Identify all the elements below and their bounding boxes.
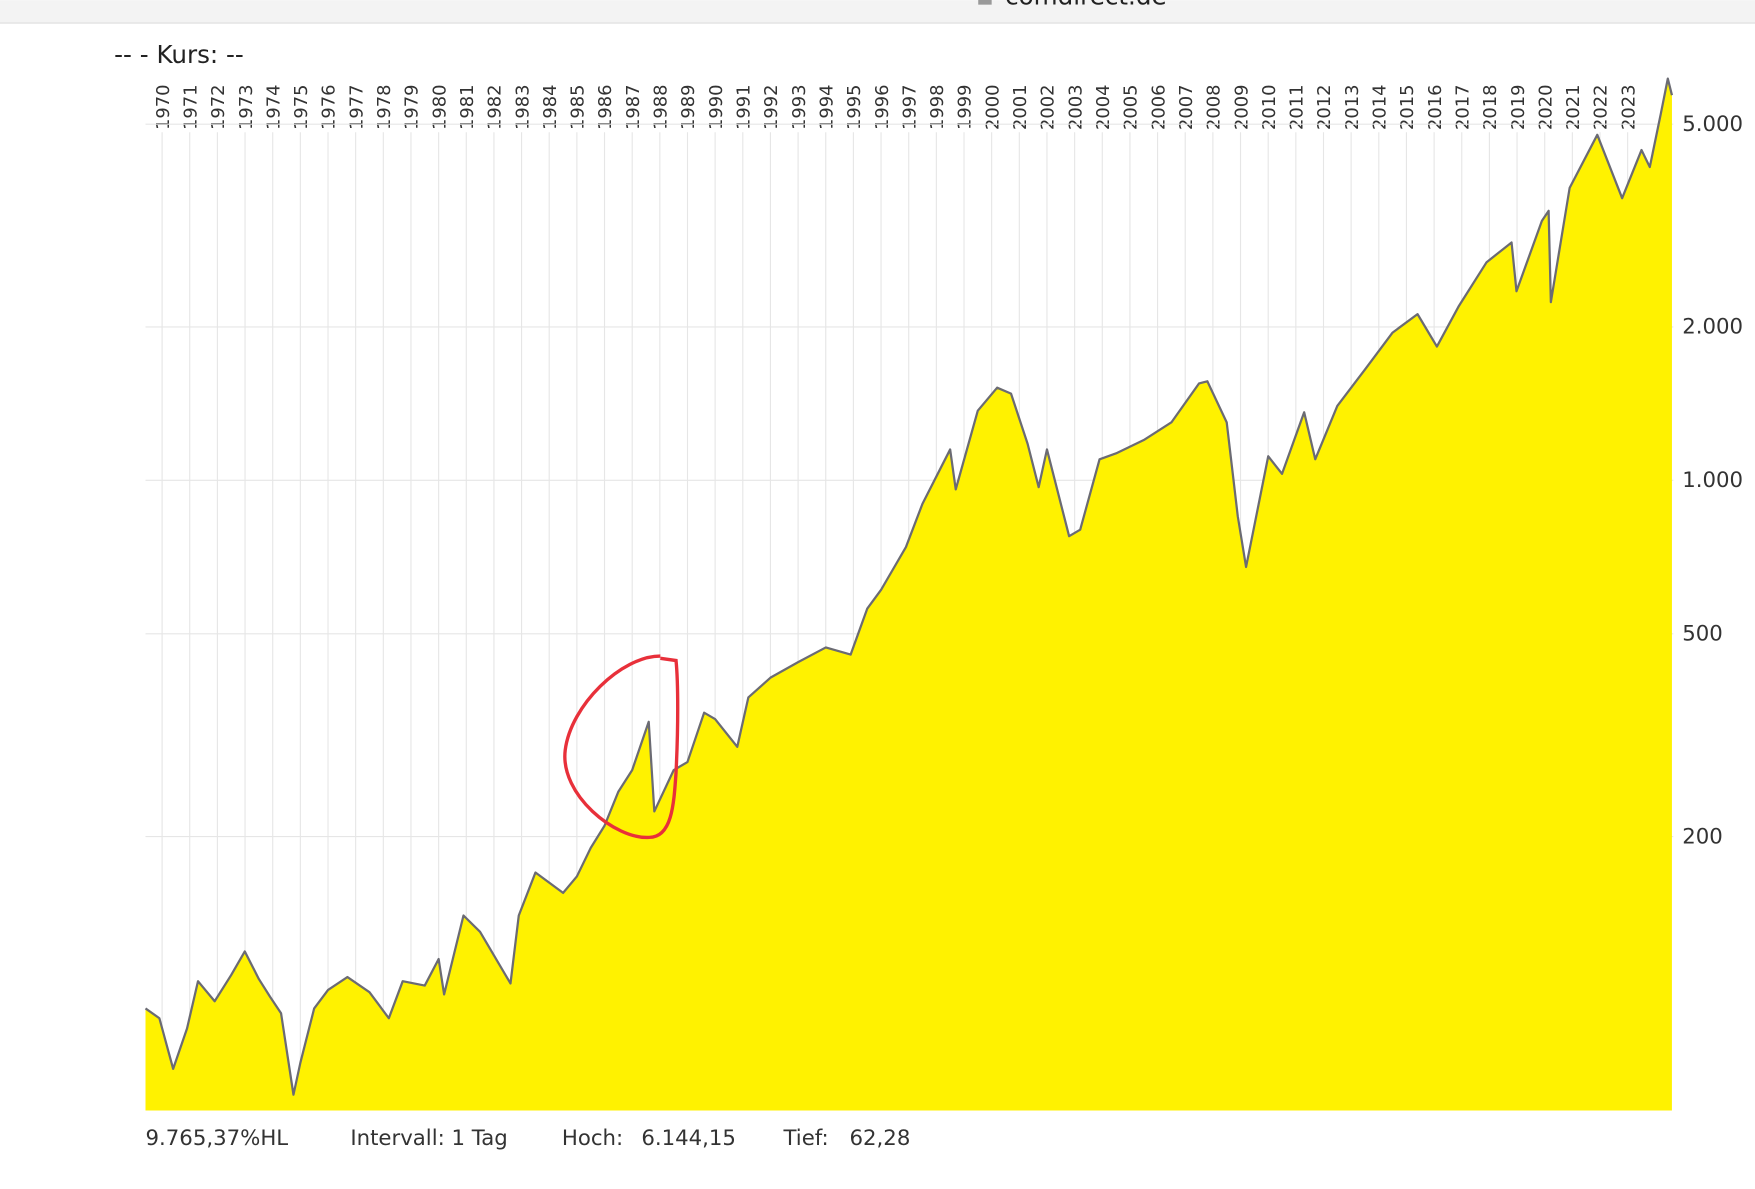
chart-title: -- - Kurs: -- — [114, 40, 244, 69]
x-tick-label: 1991 — [734, 84, 755, 130]
footer: 9.765,37%HL Intervall: 1 Tag Hoch: 6.144… — [146, 1126, 911, 1151]
x-tick-label: 1977 — [346, 84, 367, 130]
x-tick-label: 2018 — [1480, 84, 1501, 130]
x-tick-label: 2020 — [1535, 84, 1556, 130]
x-tick-label: 1997 — [899, 84, 920, 130]
x-tick-label: 1993 — [789, 84, 810, 130]
x-tick-label: 2003 — [1065, 84, 1086, 130]
x-tick-label: 1989 — [678, 84, 699, 130]
y-tick-label: 200 — [1682, 824, 1723, 849]
x-tick-label: 2012 — [1314, 84, 1335, 130]
browser-bar — [0, 0, 1755, 23]
footer-low: 62,28 — [850, 1126, 911, 1151]
x-tick-label: 1983 — [512, 84, 533, 130]
x-tick-label: 1978 — [374, 84, 395, 130]
footer-range: 9.765,37%HL — [146, 1126, 289, 1151]
footer-low-label: Tief: — [782, 1126, 828, 1151]
x-tick-label: 1988 — [651, 84, 672, 130]
x-tick-label: 1979 — [402, 84, 423, 130]
x-tick-label: 2011 — [1287, 84, 1308, 130]
x-tick-label: 2010 — [1259, 84, 1280, 130]
x-tick-label: 2021 — [1563, 84, 1584, 130]
x-tick-label: 2002 — [1038, 84, 1059, 130]
x-tick-label: 1999 — [955, 84, 976, 130]
x-tick-label: 2013 — [1342, 84, 1363, 130]
site-icon — [978, 0, 992, 5]
x-tick-label: 1992 — [761, 84, 782, 130]
y-tick-label: 1.000 — [1682, 468, 1743, 493]
x-tick-label: 2004 — [1093, 84, 1114, 130]
x-tick-label: 1994 — [816, 84, 837, 130]
x-tick-label: 2008 — [1204, 84, 1225, 130]
x-tick-label: 1982 — [485, 84, 506, 130]
x-tick-label: 1976 — [319, 84, 340, 130]
site-url: comdirect.de — [1005, 0, 1167, 11]
footer-interval: Intervall: 1 Tag — [350, 1126, 507, 1151]
y-tick-label: 2.000 — [1682, 315, 1743, 340]
hand-annotation — [563, 654, 680, 840]
x-tick-label: 1974 — [263, 84, 284, 130]
x-tick-label: 1971 — [180, 84, 201, 130]
x-tick-label: 1987 — [623, 84, 644, 130]
x-tick-label: 1995 — [844, 84, 865, 130]
x-tick-label: 1984 — [540, 84, 561, 130]
x-tick-label: 1998 — [927, 84, 948, 130]
x-tick-label: 1996 — [872, 84, 893, 130]
area-fill — [145, 78, 1672, 1111]
footer-high: 6.144,15 — [641, 1126, 736, 1151]
x-tick-label: 2009 — [1231, 84, 1252, 130]
x-tick-label: 2000 — [982, 84, 1003, 130]
x-tick-label: 1990 — [706, 84, 727, 130]
x-tick-label: 1972 — [208, 84, 229, 130]
x-tick-label: 1986 — [595, 84, 616, 130]
x-tick-label: 2019 — [1508, 84, 1529, 130]
price-line — [144, 77, 1674, 1096]
plot: 1970 1971 1972 1973 1974 1975 1976 1977 1978 1979… — [144, 77, 1743, 1111]
x-tick-label: 1973 — [236, 84, 257, 130]
x-tick-label: 1985 — [568, 84, 589, 130]
x-tick-label: 2007 — [1176, 84, 1197, 130]
x-tick-label: 2015 — [1397, 84, 1418, 130]
x-tick-label: 2014 — [1370, 84, 1391, 130]
x-tick-label: 1975 — [291, 84, 312, 130]
x-tick-label: 1970 — [153, 84, 174, 130]
x-tick-label: 1980 — [429, 84, 450, 130]
x-tick-label: 2023 — [1618, 84, 1639, 130]
footer-high-label: Hoch: — [562, 1126, 623, 1151]
x-tick-label: 2017 — [1452, 84, 1473, 130]
y-tick-label: 5.000 — [1682, 112, 1743, 137]
x-tick-label: 2022 — [1591, 84, 1612, 130]
y-tick-label: 500 — [1682, 621, 1723, 646]
x-tick-label: 2016 — [1425, 84, 1446, 130]
x-tick-label: 2005 — [1121, 84, 1142, 130]
x-tick-label: 2001 — [1010, 84, 1031, 130]
x-tick-label: 1981 — [457, 84, 478, 130]
x-tick-label: 2006 — [1148, 84, 1169, 130]
